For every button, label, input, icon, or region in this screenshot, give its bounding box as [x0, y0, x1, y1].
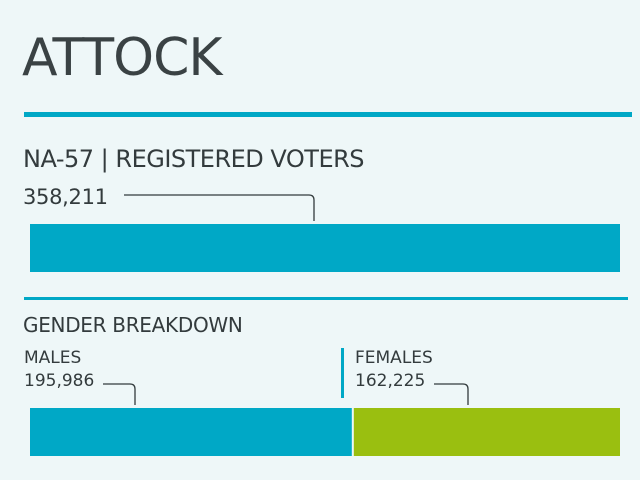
- bar-registered-voters: [30, 224, 620, 272]
- bar-females: [353, 408, 620, 456]
- males-value-label: 195,986: [24, 371, 95, 391]
- bar-males: [30, 408, 352, 456]
- gender-breakdown-title: GENDER BREAKDOWN: [23, 313, 243, 337]
- males-connector: [103, 383, 136, 405]
- females-connector: [434, 383, 469, 405]
- title-divider: [24, 112, 632, 117]
- total-voters-label: 358,211: [23, 185, 108, 209]
- registered-voters-title: NA-57 | REGISTERED VOTERS: [23, 145, 365, 173]
- males-category-label: MALES: [24, 348, 82, 368]
- females-category-label: FEMALES: [355, 348, 433, 368]
- females-value-label: 162,225: [355, 371, 426, 391]
- section-divider: [24, 297, 628, 300]
- gender-divider: [341, 348, 344, 398]
- page-title: ATTOCK: [22, 28, 222, 88]
- total-voters-connector: [124, 194, 315, 221]
